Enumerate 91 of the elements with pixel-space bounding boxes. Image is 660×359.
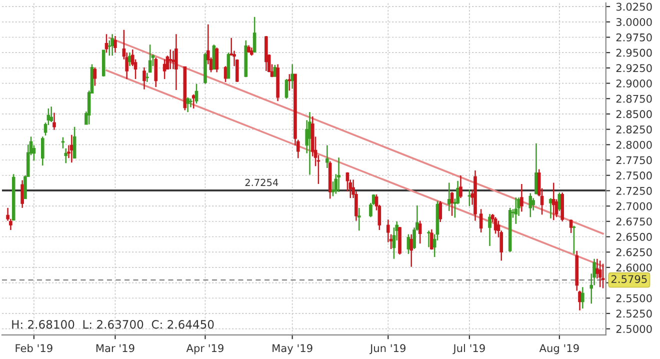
y-tick-label: 2.5250 xyxy=(616,310,652,318)
candlestick xyxy=(494,216,498,234)
candlestick xyxy=(32,144,36,162)
x-tick-label: Jul '19 xyxy=(452,344,485,354)
candlestick xyxy=(145,72,149,83)
x-tick-label: Jun '19 xyxy=(369,344,406,354)
y-tick-label: 2.9500 xyxy=(616,48,652,57)
x-tick-label: Feb '19 xyxy=(16,344,52,352)
candlestick xyxy=(569,218,573,234)
y-tick-label: 3.0250 xyxy=(616,2,652,11)
candlestick xyxy=(20,180,24,209)
candlestick xyxy=(148,44,152,73)
y-tick-label: 2.6750 xyxy=(616,218,652,226)
candlestick xyxy=(110,34,114,56)
candlestick xyxy=(549,197,552,219)
candlestick xyxy=(601,263,605,289)
candlestick xyxy=(296,139,300,159)
candlestick xyxy=(142,66,146,90)
y-tick-label: 2.7750 xyxy=(616,156,652,164)
y-tick-label: 2.8500 xyxy=(616,110,652,118)
candlestick xyxy=(70,134,74,164)
y-tick-label: 2.9750 xyxy=(616,33,652,42)
candlestick xyxy=(410,234,414,268)
candlestick xyxy=(308,112,312,176)
candlestick xyxy=(459,174,462,199)
candlestick xyxy=(186,96,190,113)
y-tick-label: 2.6250 xyxy=(616,248,652,256)
candlestick xyxy=(514,196,518,224)
candlestick xyxy=(215,47,218,73)
candlestick xyxy=(427,230,430,248)
ref-line-label: 2.7254 xyxy=(245,178,278,186)
candlestick xyxy=(252,16,256,54)
candlestick xyxy=(194,83,198,104)
y-tick-label: 2.8000 xyxy=(616,140,652,149)
annotation: H: 2.68100 L: 2.63700 C: 2.64450 xyxy=(12,320,214,329)
candlestick xyxy=(450,191,454,216)
candlestick xyxy=(40,136,44,166)
y-tick-label: 2.7000 xyxy=(616,202,652,210)
y-tick-label: 2.8250 xyxy=(616,125,652,134)
candlestick xyxy=(114,35,117,54)
candlestick xyxy=(418,220,422,244)
candlestick xyxy=(337,156,340,193)
candlestick xyxy=(357,207,361,232)
x-tick-label: Mar '19 xyxy=(96,344,134,352)
y-tick-label: 2.6500 xyxy=(616,232,652,241)
y-tick-label: 2.9250 xyxy=(616,64,652,72)
candlestick xyxy=(174,34,178,91)
candlestick xyxy=(572,225,576,255)
candlestick xyxy=(273,64,277,78)
candlestick xyxy=(50,106,53,123)
y-tick-label: 2.9000 xyxy=(616,79,652,88)
ref-line-label: 2.5795 xyxy=(611,275,647,284)
y-tick-label: 2.7500 xyxy=(616,172,652,180)
candlestick xyxy=(520,183,524,212)
y-tick-label: 2.6000 xyxy=(616,264,652,272)
candlestick xyxy=(479,208,483,234)
candlestick xyxy=(534,142,538,196)
candlestick xyxy=(528,192,532,218)
candlestick xyxy=(226,52,230,79)
y-tick-label: 2.5500 xyxy=(616,294,652,302)
candlestick xyxy=(552,182,556,221)
candlestick xyxy=(93,66,97,86)
candlestick xyxy=(61,136,65,149)
candlestick xyxy=(162,58,166,80)
candlestick xyxy=(438,200,442,223)
candlestick xyxy=(172,50,175,70)
candlestick xyxy=(64,148,68,164)
candlestick xyxy=(72,126,76,159)
candlestick xyxy=(326,144,329,169)
candlestick xyxy=(104,34,108,54)
candlestick xyxy=(290,64,294,90)
y-tick-label: 3.0000 xyxy=(616,18,652,26)
x-tick-label: Aug '19 xyxy=(539,344,579,354)
y-tick-label: 2.7250 xyxy=(616,186,652,195)
candlestick xyxy=(447,182,451,212)
candlestick xyxy=(52,112,56,131)
candlestick xyxy=(128,52,132,67)
x-tick-label: May '19 xyxy=(272,344,312,354)
candlestick xyxy=(580,286,584,310)
candlestick xyxy=(168,48,172,70)
candlestick xyxy=(598,260,602,288)
x-tick-label: Apr '19 xyxy=(186,344,224,354)
candlestick xyxy=(189,98,192,108)
candlestick xyxy=(224,65,228,83)
y-tick-label: 2.5000 xyxy=(616,324,652,333)
candlestick xyxy=(192,94,196,110)
candlestick xyxy=(154,56,158,88)
candlestick xyxy=(578,290,582,312)
candlestick xyxy=(430,228,434,250)
candlestick xyxy=(488,213,492,247)
y-tick-label: 2.8750 xyxy=(616,94,652,103)
